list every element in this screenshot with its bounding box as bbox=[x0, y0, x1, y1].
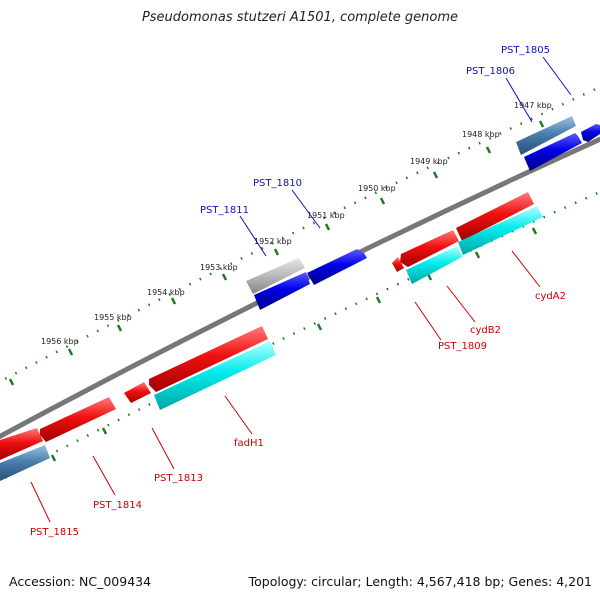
leader-line bbox=[224, 395, 253, 435]
scale-label: 1950 kbp bbox=[358, 184, 396, 193]
leader-line bbox=[511, 250, 541, 288]
scale-label: 1951 kbp bbox=[307, 211, 345, 220]
inner-scale-track bbox=[0, 190, 600, 482]
leader-line bbox=[505, 77, 533, 123]
accession-text: Accession: NC_009434 bbox=[9, 574, 152, 589]
leader-line bbox=[542, 56, 572, 96]
gene-arrow-PST_1814[interactable] bbox=[40, 397, 116, 442]
gene-arrow-PST_1815-rna[interactable] bbox=[0, 445, 50, 481]
gene-arrow-PST_1806-rna[interactable] bbox=[516, 116, 576, 155]
gene-label-PST_1810[interactable]: PST_1810 bbox=[253, 178, 302, 189]
gene-arrow-PST_1813[interactable] bbox=[124, 382, 151, 403]
forward-gene-track bbox=[246, 116, 600, 310]
leader-line bbox=[291, 189, 321, 229]
reverse-gene-track bbox=[0, 192, 543, 481]
gene-label-PST_1809[interactable]: PST_1809 bbox=[438, 341, 487, 352]
leader-line bbox=[446, 285, 476, 323]
gene-label-PST_1813[interactable]: PST_1813 bbox=[154, 473, 203, 484]
gene-arrow-PST_1810[interactable] bbox=[307, 249, 367, 285]
gene-label-PST_1805[interactable]: PST_1805 bbox=[501, 45, 550, 56]
leader-line bbox=[92, 455, 116, 496]
gene-label-PST_1814[interactable]: PST_1814 bbox=[93, 500, 142, 511]
scale-label: 1947 kbp bbox=[514, 101, 552, 110]
gene-arrow-cydA2[interactable] bbox=[456, 192, 534, 241]
leader-line bbox=[239, 215, 267, 257]
gene-arrow-PST_1805[interactable] bbox=[581, 124, 600, 142]
outer-scale-track bbox=[0, 85, 600, 383]
scale-label: 1954 kbp bbox=[147, 288, 185, 297]
scale-label: 1953 kbp bbox=[200, 263, 238, 272]
leader-line bbox=[30, 481, 51, 523]
scale-label: 1952 kbp bbox=[254, 237, 292, 246]
scale-label: 1955 kbp bbox=[94, 313, 132, 322]
genome-stats-text: Topology: circular; Length: 4,567,418 bp… bbox=[248, 574, 592, 589]
gene-label-PST_1806[interactable]: PST_1806 bbox=[466, 66, 515, 77]
scale-label: 1948 kbp bbox=[462, 130, 500, 139]
gene-label-PST_1811[interactable]: PST_1811 bbox=[200, 205, 249, 216]
gene-arrow-cydB2-cds[interactable] bbox=[406, 246, 462, 284]
outer-major-ticks bbox=[8, 120, 545, 386]
scale-label: 1949 kbp bbox=[410, 157, 448, 166]
map-title: Pseudomonas stutzeri A1501, complete gen… bbox=[141, 10, 459, 25]
gene-label-fadH1[interactable]: fadH1 bbox=[234, 438, 264, 449]
gene-arrow-PST_1811-pseudo[interactable] bbox=[246, 258, 305, 294]
leader-line bbox=[151, 427, 175, 470]
gene-arrow-cydA2-cds[interactable] bbox=[458, 206, 543, 255]
gene-label-PST_1815[interactable]: PST_1815 bbox=[30, 527, 79, 538]
gene-label-cydB2[interactable]: cydB2 bbox=[470, 325, 501, 336]
gene-arrow-cydB2[interactable] bbox=[400, 230, 459, 267]
gene-arrow-fadH1[interactable] bbox=[149, 326, 268, 392]
gene-arrow-fadH1-cds[interactable] bbox=[154, 341, 276, 410]
gene-arrow-PST_1815[interactable] bbox=[0, 428, 43, 460]
gene-label-cydA2[interactable]: cydA2 bbox=[535, 291, 566, 302]
gene-arrow-PST_1812[interactable] bbox=[254, 272, 310, 310]
leader-line bbox=[414, 301, 442, 341]
gene-arrow-PST_1809[interactable] bbox=[392, 257, 404, 272]
gene-arrow-PST_1807[interactable] bbox=[524, 133, 582, 171]
scale-label: 1956 kbp bbox=[41, 337, 79, 346]
